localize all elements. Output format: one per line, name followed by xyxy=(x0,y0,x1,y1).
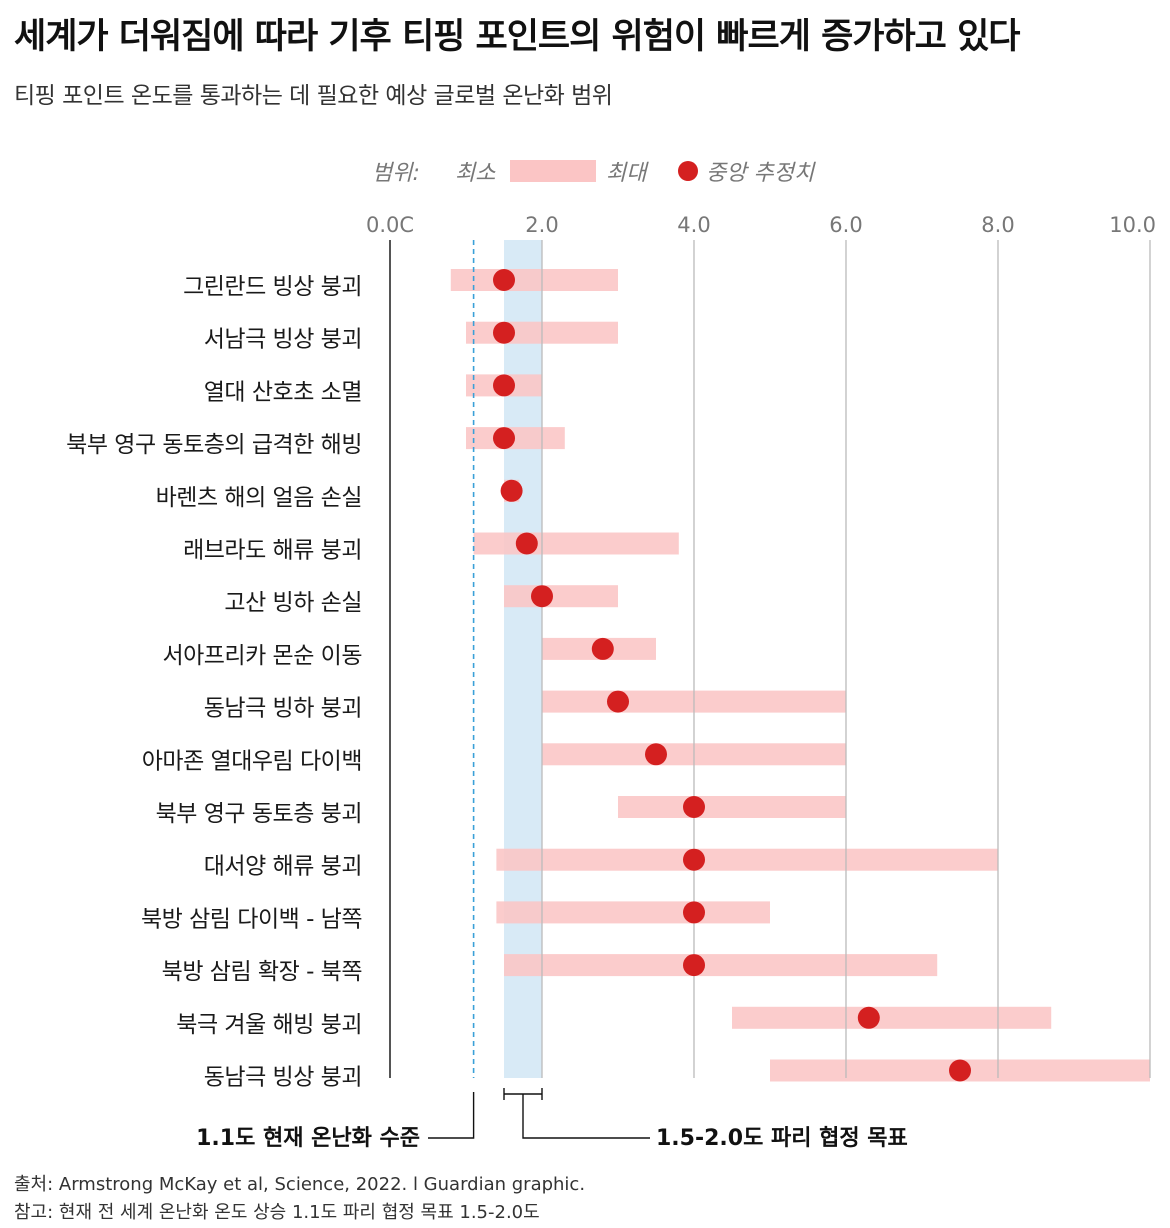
range-bar xyxy=(618,796,846,818)
median-dot xyxy=(607,690,629,713)
median-dot xyxy=(683,954,705,977)
median-dot xyxy=(493,374,515,397)
median-dot xyxy=(645,743,667,766)
range-bar xyxy=(504,585,618,608)
paris-target-bracket xyxy=(503,1088,650,1139)
legend: 범위: 최소 최대 중앙 추정치 xyxy=(372,160,816,186)
range-bar xyxy=(473,532,679,555)
x-tick-label: 0.0C xyxy=(366,213,414,237)
x-tick-label: 8.0 xyxy=(981,213,1014,237)
row-label: 북부 영구 동토층의 급격한 해빙 xyxy=(66,432,362,458)
median-dot xyxy=(531,585,553,608)
row-label: 서아프리카 몬순 이동 xyxy=(162,643,362,669)
row-label: 고산 빙하 손실 xyxy=(224,590,362,616)
legend-range-swatch xyxy=(510,160,596,182)
footnote: 참고: 현재 전 세계 온난화 온도 상승 1.1도 파리 협정 목표 1.5-… xyxy=(14,1202,540,1223)
range-bar xyxy=(450,269,618,291)
x-tick-label: 2.0 xyxy=(525,213,558,237)
row-label: 동남극 빙상 붕괴 xyxy=(204,1065,362,1091)
median-dot xyxy=(857,1006,880,1029)
range-bar xyxy=(732,1006,1052,1029)
median-dot xyxy=(500,479,523,502)
row-label: 아마존 열대우림 다이백 xyxy=(142,748,362,774)
row-label: 대서양 해류 붕괴 xyxy=(204,854,362,880)
legend-min-label: 최소 xyxy=(455,161,496,186)
legend-range-label: 범위: xyxy=(372,161,420,186)
median-dot xyxy=(493,427,515,450)
chart-subtitle: 티핑 포인트 온도를 통과하는 데 필요한 예상 글로벌 온난화 범위 xyxy=(14,83,613,109)
legend-max-label: 최대 xyxy=(606,161,649,186)
chart-area: 범위: 최소 최대 중앙 추정치 0.0C 2.0 4.0 6.0 8.0 10.0 그린란… xyxy=(66,160,1156,1151)
row-label: 북극 겨울 해빙 붕괴 xyxy=(176,1012,362,1038)
row-label: 서남극 빙상 붕괴 xyxy=(204,327,362,353)
row-label: 북방 삼림 다이백 - 남쪽 xyxy=(141,906,362,932)
paris-target-annotation: 1.5-2.0도 파리 협정 목표 xyxy=(656,1126,908,1151)
row-label: 바렌츠 해의 얼음 손실 xyxy=(156,485,362,511)
x-tick-label: 6.0 xyxy=(829,213,862,237)
range-bar xyxy=(496,901,770,924)
median-dot xyxy=(683,796,705,818)
row-label: 북부 영구 동토층 붕괴 xyxy=(156,801,362,827)
median-dot xyxy=(493,269,515,291)
row-label: 래브라도 해류 붕괴 xyxy=(183,538,362,564)
x-tick-label: 4.0 xyxy=(677,213,710,237)
median-dot xyxy=(515,532,538,555)
median-dot xyxy=(493,321,515,344)
legend-median-label: 중앙 추정치 xyxy=(706,161,816,186)
current-level-annotation: 1.1도 현재 온난화 수준 xyxy=(196,1126,420,1151)
row-label: 열대 산호초 소멸 xyxy=(204,379,362,405)
median-dot xyxy=(591,637,614,660)
paris-target-band xyxy=(504,240,542,1078)
annotations: 1.1도 현재 온난화 수준 1.5-2.0도 파리 협정 목표 xyxy=(196,1088,908,1151)
chart-title: 세계가 더워짐에 따라 기후 티핑 포인트의 위험이 빠르게 증가하고 있다 xyxy=(14,17,1020,57)
range-bar xyxy=(504,954,938,977)
legend-median-swatch xyxy=(678,161,698,181)
median-dot xyxy=(683,901,705,924)
range-bar xyxy=(466,427,565,450)
range-bar xyxy=(496,848,998,871)
row-label: 북방 삼림 확장 - 북쪽 xyxy=(162,959,362,985)
x-tick-label: 10.0 xyxy=(1109,213,1156,237)
source-note: 출처: Armstrong McKay et al, Science, 2022… xyxy=(14,1174,586,1195)
current-level-connector xyxy=(428,1092,475,1139)
row-label: 동남극 빙하 붕괴 xyxy=(204,696,362,722)
median-dot xyxy=(949,1059,971,1082)
row-label: 그린란드 빙상 붕괴 xyxy=(183,274,362,300)
median-dot xyxy=(683,848,705,871)
